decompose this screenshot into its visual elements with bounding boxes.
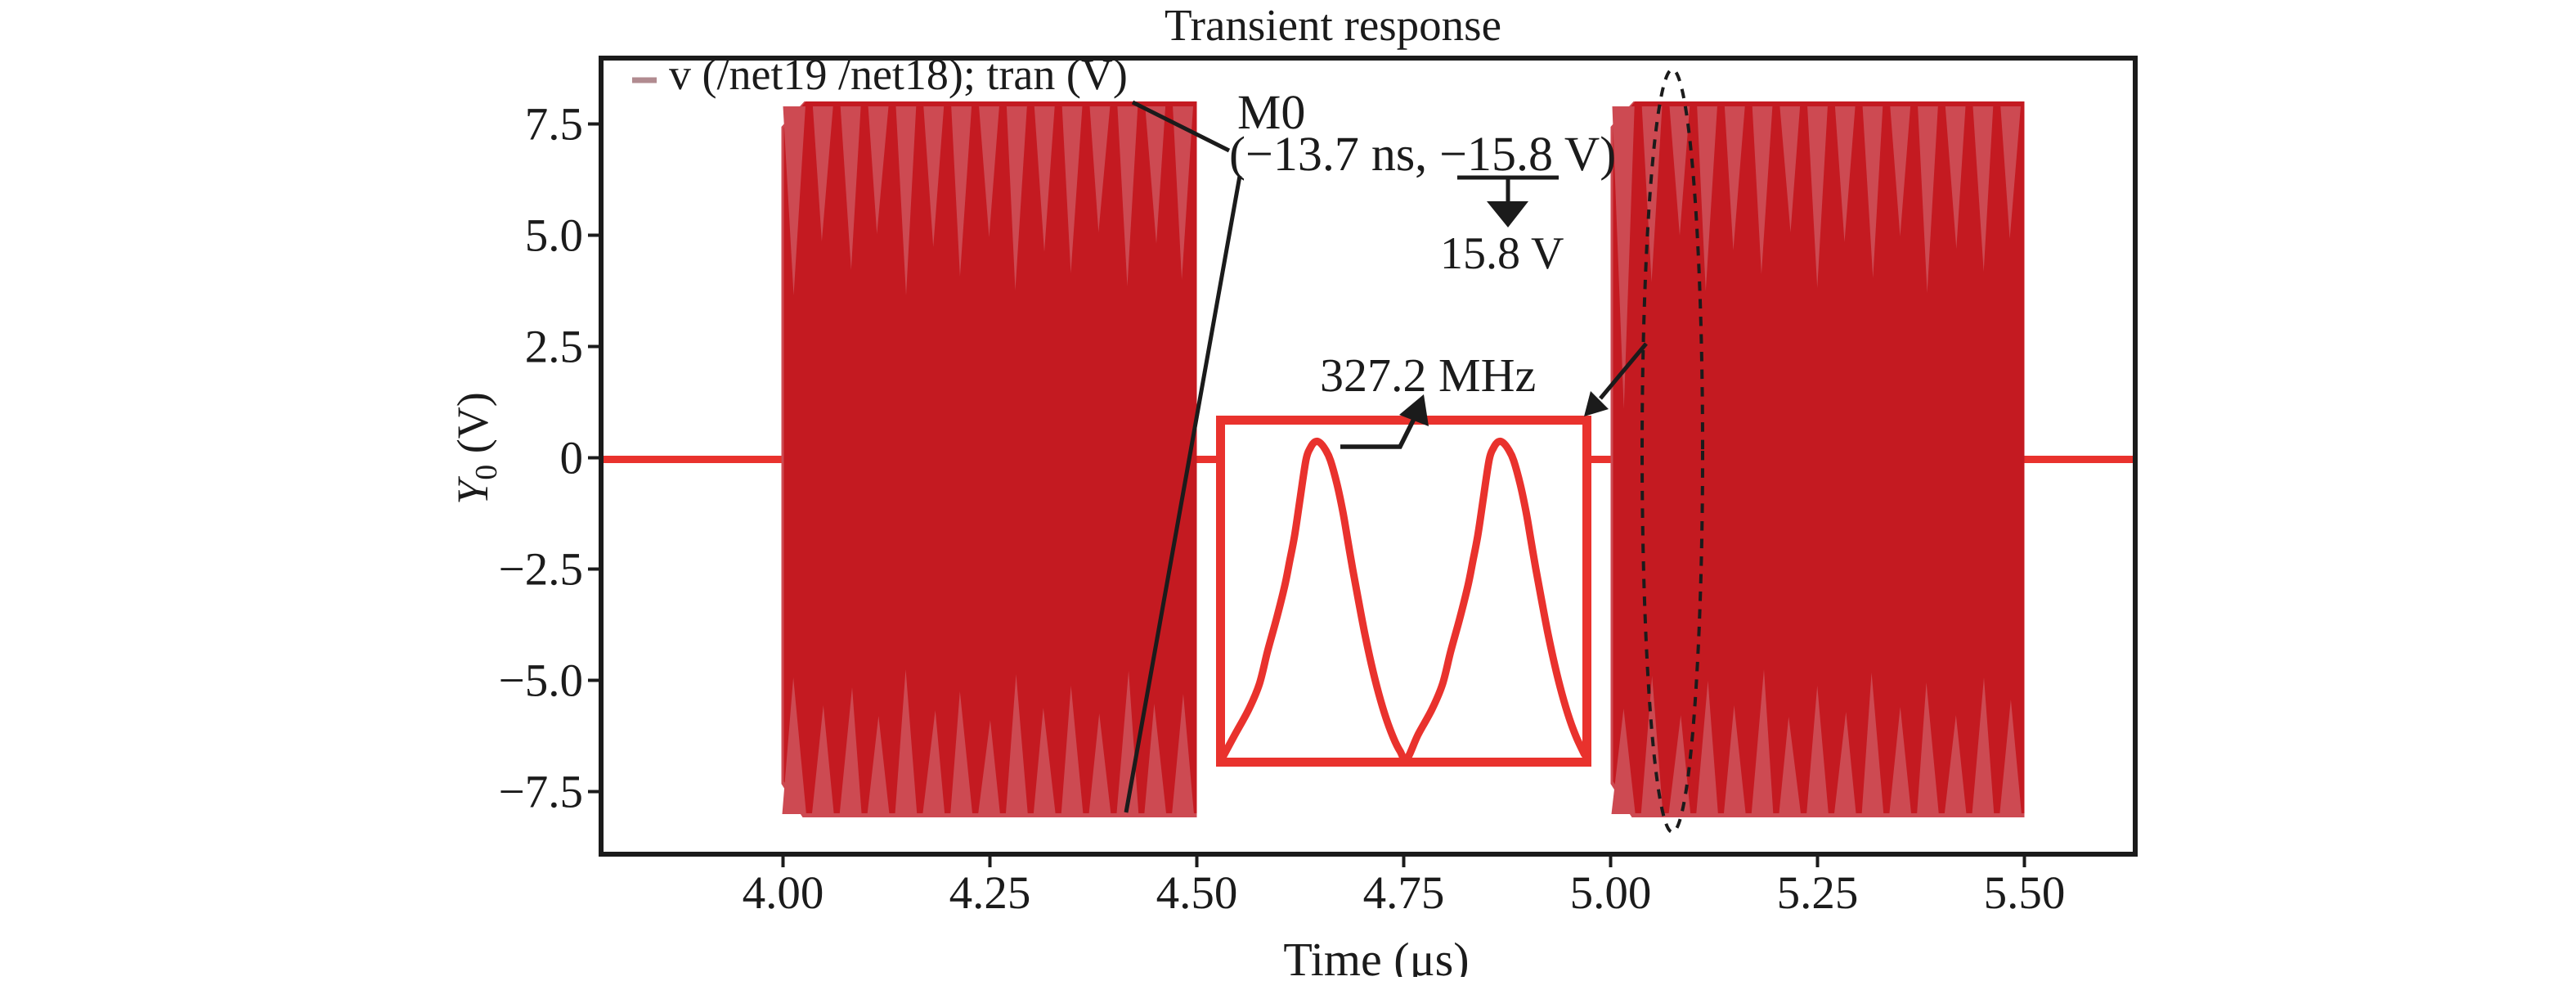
svg-text:M0: M0 bbox=[1237, 85, 1305, 139]
svg-text:5.0: 5.0 bbox=[525, 210, 583, 262]
svg-text:2.5: 2.5 bbox=[525, 322, 583, 373]
svg-text:−5.0: −5.0 bbox=[499, 655, 583, 707]
svg-text:4.00: 4.00 bbox=[743, 867, 824, 919]
svg-text:5.50: 5.50 bbox=[1984, 867, 2066, 919]
svg-text:−7.5: −7.5 bbox=[499, 767, 583, 818]
svg-text:−2.5: −2.5 bbox=[499, 544, 583, 596]
svg-text:0: 0 bbox=[560, 433, 584, 484]
svg-text:Time (μs): Time (μs) bbox=[1283, 933, 1469, 977]
svg-text:Y0 (V): Y0 (V) bbox=[448, 392, 504, 505]
svg-text:v (/net19 /net18); tran (V): v (/net19 /net18); tran (V) bbox=[669, 50, 1128, 99]
svg-text:5.25: 5.25 bbox=[1777, 867, 1859, 919]
svg-text:4.25: 4.25 bbox=[949, 867, 1031, 919]
svg-text:4.50: 4.50 bbox=[1156, 867, 1238, 919]
svg-text:Transient response: Transient response bbox=[1165, 0, 1501, 50]
svg-text:4.75: 4.75 bbox=[1363, 867, 1445, 919]
svg-text:327.2 MHz: 327.2 MHz bbox=[1320, 349, 1536, 402]
svg-text:7.5: 7.5 bbox=[525, 99, 583, 151]
svg-text:5.00: 5.00 bbox=[1570, 867, 1652, 919]
svg-text:15.8 V: 15.8 V bbox=[1440, 228, 1564, 279]
svg-text:(−13.7 ns, −15.8 V): (−13.7 ns, −15.8 V) bbox=[1229, 127, 1616, 181]
